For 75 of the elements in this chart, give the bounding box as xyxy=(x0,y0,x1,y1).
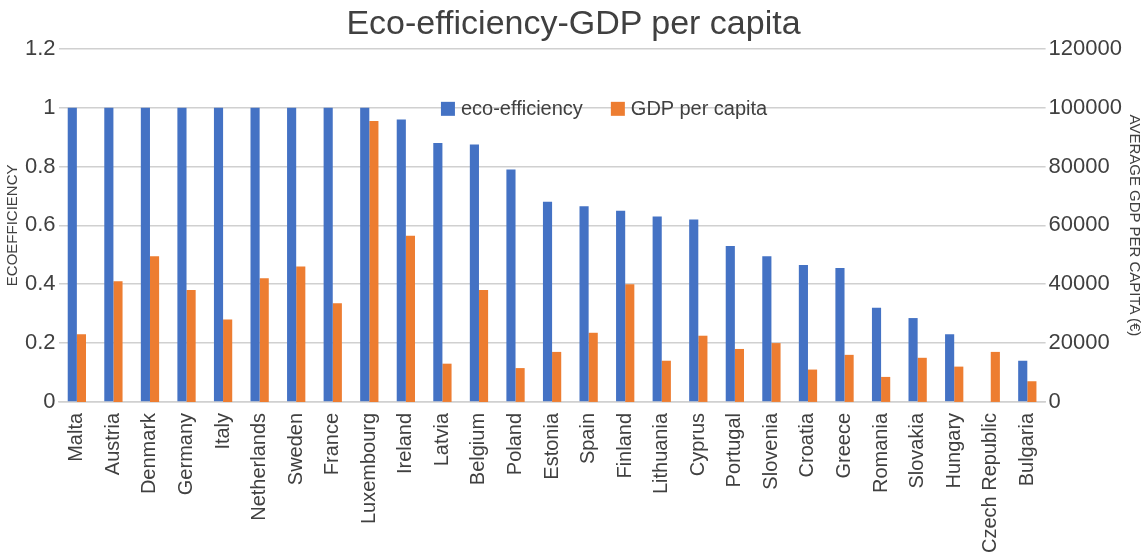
bar xyxy=(223,319,233,402)
x-tick-label: Netherlands xyxy=(247,412,270,521)
y2-tick-label: 120000 xyxy=(1048,34,1123,60)
x-tick-label: Spain xyxy=(576,412,599,465)
bar xyxy=(177,107,187,402)
x-tick-label: Malta xyxy=(64,412,87,462)
chart-title: Eco-efficiency-GDP per capita xyxy=(346,2,801,41)
legend-label: GDP per capita xyxy=(630,97,769,120)
x-tick-label: Greece xyxy=(832,412,855,479)
bar xyxy=(515,368,525,402)
x-tick-label: Luxembourg xyxy=(356,412,379,525)
bar xyxy=(104,107,114,402)
bar xyxy=(689,219,699,402)
y-tick-label: 0 xyxy=(43,387,56,413)
legend-label: eco-efficiency xyxy=(460,97,583,120)
bar xyxy=(506,169,516,402)
bar xyxy=(552,351,562,402)
x-tick-label: Slovenia xyxy=(758,412,781,490)
bar xyxy=(661,360,671,402)
bar xyxy=(871,307,882,402)
x-tick-label: Italy xyxy=(210,412,233,450)
y2-tick-label: 80000 xyxy=(1048,152,1110,178)
x-tick-label: Belgium xyxy=(466,412,489,486)
x-tick-label: Latvia xyxy=(429,412,452,467)
bar xyxy=(287,107,297,402)
y2-axis-title: AVERAGE GDP PER CAPITA (€) xyxy=(1126,114,1144,337)
bar xyxy=(140,107,150,402)
bar xyxy=(213,107,224,402)
bar xyxy=(442,363,452,402)
y-tick-label: 1.2 xyxy=(24,34,56,60)
y2-tick-label: 40000 xyxy=(1048,270,1110,296)
x-tick-label: Cyprus xyxy=(685,412,708,477)
y2-tick-label: 20000 xyxy=(1048,329,1110,355)
x-tick-label: Hungary xyxy=(941,412,964,489)
bar xyxy=(762,256,772,402)
bar xyxy=(542,201,553,402)
y2-tick-label: 0 xyxy=(1048,387,1061,413)
bar xyxy=(881,376,891,402)
bar xyxy=(76,334,86,402)
bar xyxy=(725,245,735,402)
bar xyxy=(798,265,808,402)
x-tick-label: Austria xyxy=(100,412,123,476)
x-tick-label: France xyxy=(320,412,343,476)
bar xyxy=(67,107,77,402)
x-tick-label: Ireland xyxy=(393,412,416,475)
bar xyxy=(323,107,333,402)
x-tick-label: Portugal xyxy=(722,412,745,488)
x-tick-label: Slovakia xyxy=(905,412,928,489)
y2-tick-label: 60000 xyxy=(1048,211,1110,237)
x-tick-label: Bulgaria xyxy=(1014,412,1037,487)
bar xyxy=(652,216,662,402)
y-tick-label: 0.8 xyxy=(24,152,56,178)
y-tick-label: 0.2 xyxy=(24,329,56,355)
x-tick-label: Estonia xyxy=(539,412,562,480)
x-tick-label: Lithuania xyxy=(649,412,672,495)
y2-tick-label: 100000 xyxy=(1048,93,1123,119)
bar xyxy=(433,142,443,402)
x-tick-label: Croatia xyxy=(795,412,818,478)
bar xyxy=(835,268,845,402)
bar xyxy=(807,369,818,402)
y-axis-title: ECOEFFICIENCY xyxy=(3,164,21,287)
x-tick-label: Czech Republic xyxy=(978,412,1001,554)
y-tick-label: 1 xyxy=(43,93,56,119)
x-tick-label: Germany xyxy=(174,412,197,496)
bar xyxy=(250,107,260,402)
bar xyxy=(990,351,1000,402)
x-tick-label: Sweden xyxy=(283,412,306,486)
x-tick-label: Finland xyxy=(612,412,635,479)
y-tick-label: 0.6 xyxy=(24,211,56,237)
x-tick-label: Denmark xyxy=(137,411,160,495)
bar xyxy=(469,144,479,402)
x-tick-label: Poland xyxy=(503,412,526,476)
bar xyxy=(579,206,589,402)
y-tick-label: 0.4 xyxy=(24,270,56,296)
x-tick-label: Romania xyxy=(868,412,891,493)
